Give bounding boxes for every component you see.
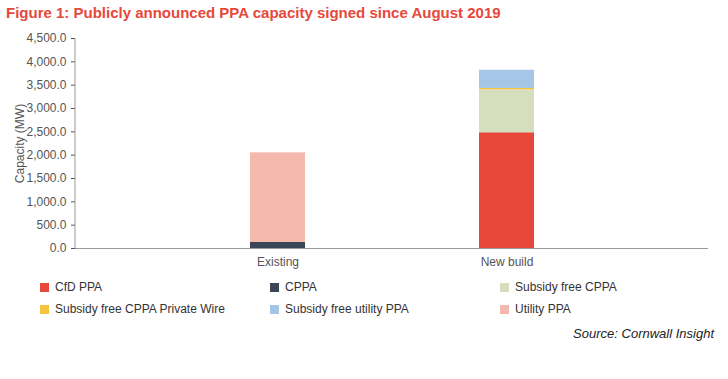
svg-text:4,500.0: 4,500.0 [26,31,66,45]
svg-text:2,000.0: 2,000.0 [26,148,66,162]
html-text:Figure 1: Publicly announced P: Figure 1: Publicly announced PPA capacit… [6,4,501,21]
svg-text:0.0: 0.0 [50,241,67,255]
svg-text:Capacity (MW): Capacity (MW) [13,104,27,183]
html-text:Utility PPA: Utility PPA [515,302,571,316]
svg-text:1,500.0: 1,500.0 [26,171,66,185]
html-text:Source: Cornwall Insight: Source: Cornwall Insight [573,326,714,341]
html-text:Subsidy free CPPA Private Wire: Subsidy free CPPA Private Wire [55,302,225,316]
svg-text:2,500.0: 2,500.0 [26,125,66,139]
svg-text:New build: New build [481,255,534,269]
html-text:CfD PPA: CfD PPA [55,280,103,294]
svg-text:3,500.0: 3,500.0 [26,78,66,92]
svg-text:1,000.0: 1,000.0 [26,195,66,209]
svg-text:3,000.0: 3,000.0 [26,101,66,115]
svg-text:4,000.0: 4,000.0 [26,55,66,69]
html-text:Subsidy free utility PPA: Subsidy free utility PPA [285,302,409,316]
svg-text:500.0: 500.0 [36,218,66,232]
html-text:Subsidy free CPPA: Subsidy free CPPA [515,280,617,294]
svg-text:Existing: Existing [257,255,299,269]
html-text:CPPA: CPPA [285,280,317,294]
